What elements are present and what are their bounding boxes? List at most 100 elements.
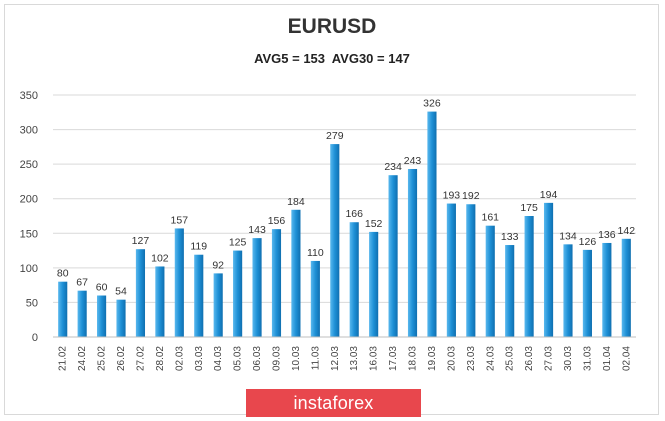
x-tick-label: 19.03 xyxy=(427,346,438,371)
x-tick-label: 16.03 xyxy=(369,346,380,371)
y-tick-label: 350 xyxy=(20,90,38,102)
bar xyxy=(77,290,87,337)
bar xyxy=(466,204,476,337)
data-label: 157 xyxy=(171,214,189,226)
bar xyxy=(563,244,573,337)
bar xyxy=(194,254,204,337)
data-label: 326 xyxy=(423,98,441,110)
data-label: 142 xyxy=(618,225,636,237)
x-tick-label: 23.03 xyxy=(466,346,477,371)
x-tick-label: 25.02 xyxy=(97,346,108,371)
y-tick-label: 200 xyxy=(20,194,38,206)
data-label: 175 xyxy=(520,202,538,214)
bar xyxy=(446,203,456,337)
y-tick-label: 300 xyxy=(20,125,38,137)
bar xyxy=(524,216,534,337)
bar xyxy=(485,225,495,337)
data-label: 279 xyxy=(326,130,344,142)
bar xyxy=(58,281,68,337)
data-label: 92 xyxy=(212,259,224,271)
x-tick-label: 18.03 xyxy=(408,346,419,371)
data-label: 127 xyxy=(132,235,150,247)
data-label: 156 xyxy=(268,215,286,227)
x-tick-label: 28.02 xyxy=(155,346,166,371)
data-label: 102 xyxy=(151,252,169,264)
data-label: 161 xyxy=(481,212,499,224)
y-tick-label: 50 xyxy=(26,297,38,309)
data-label: 126 xyxy=(579,236,597,248)
data-label: 193 xyxy=(443,190,461,202)
x-tick-label: 12.03 xyxy=(330,346,341,371)
x-tick-label: 31.03 xyxy=(582,346,593,371)
data-label: 192 xyxy=(462,190,480,202)
x-tick-label: 25.03 xyxy=(505,346,516,371)
x-tick-label: 24.03 xyxy=(485,346,496,371)
x-tick-label: 05.03 xyxy=(233,346,244,371)
x-tick-label: 26.03 xyxy=(524,346,535,371)
bar xyxy=(213,273,223,337)
bar xyxy=(116,299,126,337)
bar xyxy=(582,249,592,337)
x-tick-label: 20.03 xyxy=(446,346,457,371)
bar xyxy=(271,229,282,337)
bar xyxy=(330,144,340,337)
data-label: 110 xyxy=(307,247,324,259)
data-label: 125 xyxy=(229,237,247,249)
data-label: 80 xyxy=(57,268,69,280)
bar xyxy=(233,250,243,337)
y-tick-label: 100 xyxy=(20,263,38,275)
data-label: 243 xyxy=(404,155,422,167)
x-tick-label: 30.03 xyxy=(563,346,574,371)
x-tick-label: 21.02 xyxy=(58,346,69,371)
data-label: 194 xyxy=(540,189,558,201)
x-tick-label: 26.02 xyxy=(116,346,127,371)
bar xyxy=(291,209,301,337)
data-label: 119 xyxy=(190,241,207,253)
bar xyxy=(97,295,107,337)
data-label: 234 xyxy=(384,161,402,173)
data-label: 184 xyxy=(287,196,305,208)
bar xyxy=(505,245,515,337)
y-tick-label: 250 xyxy=(20,159,38,171)
x-tick-label: 02.03 xyxy=(174,346,185,371)
bar xyxy=(349,222,359,337)
data-label: 136 xyxy=(598,229,616,241)
bar xyxy=(388,175,398,337)
bar xyxy=(155,266,165,337)
x-tick-label: 09.03 xyxy=(271,346,282,371)
x-tick-label: 17.03 xyxy=(388,346,399,371)
x-tick-label: 10.03 xyxy=(291,346,302,371)
data-label: 152 xyxy=(365,218,383,230)
x-tick-label: 03.03 xyxy=(194,346,205,371)
bar xyxy=(543,202,554,337)
x-tick-label: 27.03 xyxy=(544,346,555,371)
x-tick-label: 06.03 xyxy=(252,346,263,371)
bar xyxy=(252,238,262,337)
bar xyxy=(369,231,379,337)
data-label: 143 xyxy=(248,224,266,236)
data-label: 133 xyxy=(501,231,519,243)
data-label: 60 xyxy=(96,282,108,294)
bar xyxy=(407,168,418,337)
y-tick-label: 0 xyxy=(32,332,38,344)
data-label: 67 xyxy=(76,277,88,289)
bar xyxy=(174,228,184,337)
x-tick-label: 13.03 xyxy=(349,346,360,371)
bar xyxy=(310,260,320,337)
chart-title: EURUSD xyxy=(288,15,377,38)
x-tick-label: 27.02 xyxy=(135,346,146,371)
data-label: 54 xyxy=(115,286,127,298)
x-tick-label: 11.03 xyxy=(310,346,321,371)
y-tick-label: 150 xyxy=(20,228,38,240)
x-tick-label: 04.03 xyxy=(213,346,224,371)
x-tick-label: 01.04 xyxy=(602,346,613,371)
data-label: 166 xyxy=(345,208,363,220)
x-tick-label: 24.02 xyxy=(77,346,88,371)
bar xyxy=(602,242,612,337)
bar xyxy=(621,238,631,337)
x-tick-label: 02.04 xyxy=(621,346,632,371)
bar xyxy=(135,249,146,337)
bar xyxy=(427,111,437,337)
instaforex-logo: instaforex xyxy=(246,389,421,417)
